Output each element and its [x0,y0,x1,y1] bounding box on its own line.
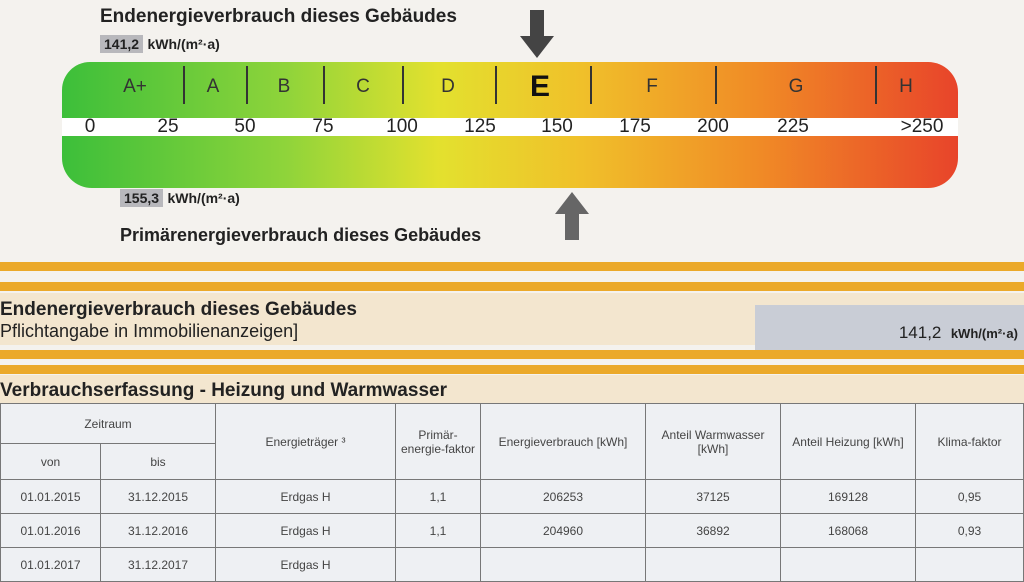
class-divider [875,66,877,104]
header-climate: Klima-faktor [915,403,1024,480]
summary-value-box: 141,2 kWh/(m²·a) [755,305,1024,355]
scale-tick: 225 [777,116,809,137]
table-cell: 01.01.2017 [0,547,101,582]
class-divider [183,66,185,104]
primary-energy-value-row: 155,3 kWh/(m²·a) [120,189,240,208]
section-header: Verbrauchserfassung - Heizung und Warmwa… [0,375,1024,405]
class-divider [495,66,497,104]
class-divider [590,66,592,104]
scale-tick: 0 [84,116,96,137]
table-cell: Erdgas H [215,513,396,548]
divider [0,282,1024,291]
table-cell: Erdgas H [215,479,396,514]
divider [0,365,1024,374]
primary-energy-value: 155,3 [120,189,164,207]
scale-tick: >250 [900,116,944,137]
table-cell [480,547,646,582]
table-cell: 204960 [480,513,646,548]
table-cell [645,547,781,582]
class-divider [323,66,325,104]
primary-energy-unit: kWh/(m²·a) [167,190,240,206]
summary-value: 141,2 [898,323,942,342]
class-label: B [277,76,291,97]
class-divider [402,66,404,104]
table-cell: 31.12.2015 [100,479,216,514]
scale-tick: 200 [697,116,729,137]
header-period: Zeitraum [0,403,216,444]
energy-scale-top [62,62,958,118]
table-row: 01.01.2017 31.12.2017 Erdgas H [0,547,1024,582]
summary-row: Endenergieverbrauch dieses Gebäudes Pfli… [0,293,1024,355]
class-label: C [356,76,370,97]
scale-tick: 75 [312,116,334,137]
energy-scale-bottom [62,136,958,188]
divider [0,350,1024,359]
scale-tick: 150 [541,116,573,137]
end-energy-value-row: 141,2 kWh/(m²·a) [100,35,220,54]
scale-tick: 25 [157,116,179,137]
table-cell [395,547,481,582]
table-cell: 01.01.2016 [0,513,101,548]
end-energy-unit: kWh/(m²·a) [147,36,220,52]
class-divider [715,66,717,104]
header-heating: Anteil Heizung [kWh] [780,403,916,480]
class-label: G [788,76,804,97]
table-row: 01.01.2015 31.12.2015 Erdgas H 1,1 206253 371… [0,479,1024,514]
table-cell: 168068 [780,513,916,548]
table-cell: 0,93 [915,513,1024,548]
table-cell [915,547,1024,582]
header-carrier: Energieträger ³ [215,403,396,480]
class-label: F [646,76,658,97]
class-label: A+ [123,76,147,97]
header-water: Anteil Warmwasser [kWh] [645,403,781,480]
class-label: H [899,76,913,97]
table-cell: 36892 [645,513,781,548]
class-divider [246,66,248,104]
summary-subtitle: Pflichtangabe in Immobilienanzeigen] [0,321,299,341]
summary-unit: kWh/(m²·a) [950,326,1018,341]
summary-title: Endenergieverbrauch dieses Gebäudes [0,299,357,320]
end-energy-title: Endenergieverbrauch dieses Gebäudes [100,6,457,27]
scale-number-band [62,118,958,136]
divider [0,262,1024,271]
header-consumption: Energieverbrauch [kWh] [480,403,646,480]
scale-tick: 175 [619,116,651,137]
table-cell: 206253 [480,479,646,514]
table-cell: 31.12.2017 [100,547,216,582]
class-label: D [441,76,455,97]
table-cell: 1,1 [395,513,481,548]
header-from: von [0,443,101,480]
scale-tick: 50 [234,116,256,137]
scale-tick: 100 [386,116,418,137]
table-cell: Erdgas H [215,547,396,582]
scale-tick: 125 [464,116,496,137]
consumption-table: Zeitraum Energieträger ³ Primär-energie-… [0,403,1024,582]
table-cell: 37125 [645,479,781,514]
header-to: bis [100,443,216,480]
class-label: E [529,70,551,103]
table-cell: 31.12.2016 [100,513,216,548]
table-cell [780,547,916,582]
table-cell: 0,95 [915,479,1024,514]
table-cell: 01.01.2015 [0,479,101,514]
table-cell: 1,1 [395,479,481,514]
header-factor: Primär-energie-faktor [395,403,481,480]
end-energy-value: 141,2 [100,35,144,53]
primary-energy-title: Primärenergieverbrauch dieses Gebäudes [120,225,482,245]
class-label: A [206,76,220,97]
table-cell: 169128 [780,479,916,514]
table-row: 01.01.2016 31.12.2016 Erdgas H 1,1 204960 368… [0,513,1024,548]
section-title: Verbrauchserfassung - Heizung und Warmwa… [0,380,447,401]
